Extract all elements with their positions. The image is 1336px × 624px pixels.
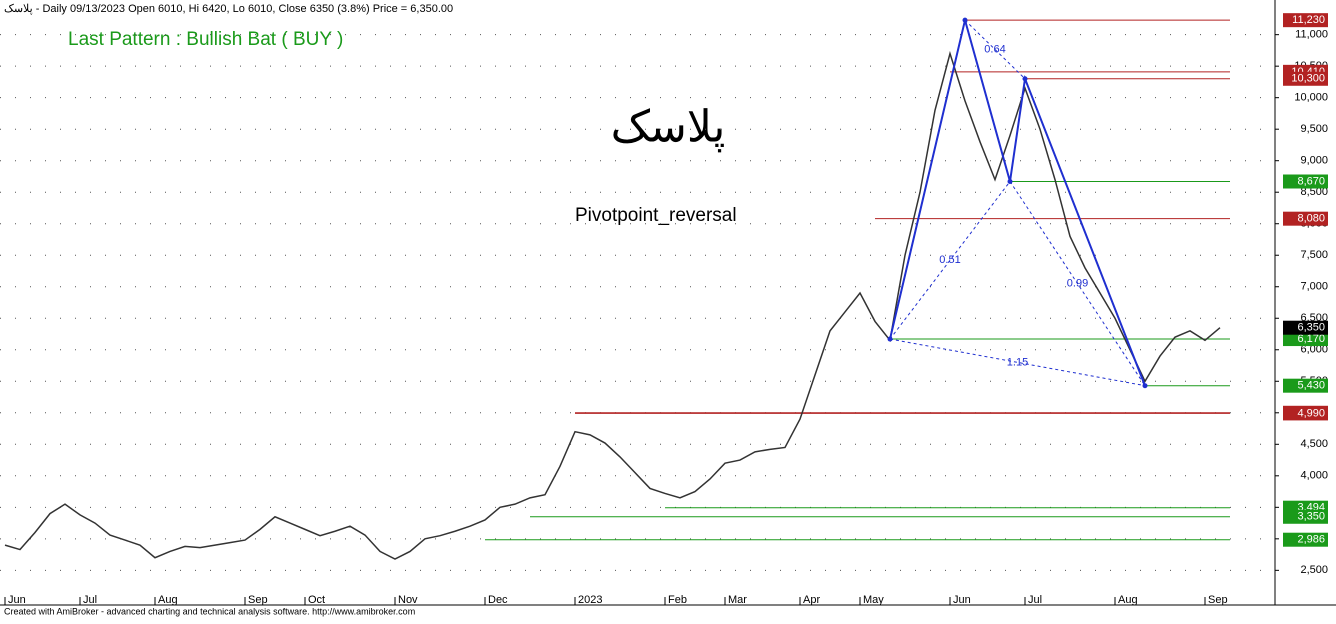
- x-tick-label: Jul: [1028, 594, 1042, 606]
- x-tick-label: Apr: [803, 594, 820, 606]
- x-tick-label: Sep: [1208, 594, 1228, 606]
- x-tick-label: May: [863, 594, 884, 606]
- level-label: 4,990: [1297, 407, 1325, 419]
- y-tick-label: 6,000: [1300, 344, 1328, 356]
- y-tick-label: 2,500: [1300, 564, 1328, 576]
- x-tick-label: Sep: [248, 594, 268, 606]
- x-tick-label: Jul: [83, 594, 97, 606]
- level-label: 2,986: [1297, 534, 1325, 546]
- y-tick-label: 4,500: [1300, 438, 1328, 450]
- x-tick-label: 2023: [578, 594, 602, 606]
- level-box: [1283, 71, 1328, 86]
- level-box: [1283, 211, 1328, 226]
- level-label: 3,494: [1297, 502, 1325, 514]
- pattern-point: [887, 336, 893, 342]
- x-tick-label: Jun: [953, 594, 971, 606]
- level-box: [1283, 532, 1328, 547]
- x-tick-label: Mar: [728, 594, 747, 606]
- pattern-point: [1022, 76, 1028, 82]
- level-box: [1283, 13, 1328, 28]
- level-label: 8,670: [1297, 175, 1325, 187]
- y-tick-label: 11,000: [1295, 29, 1328, 41]
- y-tick-label: 7,000: [1300, 281, 1328, 293]
- level-label: 5,430: [1297, 380, 1325, 392]
- pattern-ratio: 0.51: [939, 254, 960, 266]
- x-tick-label: Aug: [158, 594, 178, 606]
- y-tick-label: 10,000: [1294, 92, 1328, 104]
- y-tick-label: 8,500: [1300, 186, 1328, 198]
- pattern-point: [1007, 179, 1013, 184]
- y-tick-label: 9,000: [1300, 155, 1328, 167]
- x-tick-label: Dec: [488, 594, 508, 606]
- level-label: 3,350: [1297, 511, 1325, 523]
- pattern-ratio: 1.15: [1007, 356, 1028, 368]
- pattern-dashed: [964, 19, 1026, 80]
- level-label: 8,080: [1297, 213, 1325, 225]
- y-tick-label: 7,500: [1300, 249, 1328, 261]
- level-label: 10,300: [1291, 73, 1325, 85]
- x-tick-label: Jun: [8, 594, 26, 606]
- x-tick-label: Oct: [308, 594, 325, 606]
- x-tick-label: Nov: [398, 594, 418, 606]
- pattern-ratio: 0.99: [1067, 278, 1088, 290]
- pattern-point: [962, 17, 968, 23]
- level-label: 11,230: [1292, 14, 1325, 26]
- pattern-dashed: [889, 338, 1146, 387]
- level-box: [1283, 174, 1328, 189]
- y-tick-label: 9,500: [1300, 123, 1328, 135]
- pattern-ratio: 0.64: [984, 43, 1005, 55]
- pattern-dashed: [1009, 181, 1146, 386]
- symbol: پلاسک: [611, 103, 726, 153]
- x-tick-label: Aug: [1118, 594, 1138, 606]
- footer: Created with AmiBroker - advanced charti…: [4, 606, 415, 616]
- chart-title: Last Pattern : Bullish Bat ( BUY ): [68, 29, 343, 50]
- pattern-point: [1142, 383, 1148, 389]
- header: پلاسک - Daily 09/13/2023 Open 6010, Hi 6…: [4, 3, 453, 15]
- y-tick-label: 4,000: [1300, 470, 1328, 482]
- level-box: [1283, 406, 1328, 421]
- level-box: [1283, 378, 1328, 393]
- level-box: [1283, 332, 1328, 347]
- x-tick-label: Feb: [668, 594, 687, 606]
- last-price-box: [1283, 320, 1328, 335]
- level-box: [1283, 509, 1328, 524]
- last-price-label: 6,350: [1297, 322, 1325, 334]
- indicator: Pivotpoint_reversal: [575, 205, 737, 226]
- price-line: [4, 50, 1221, 560]
- level-label: 6,170: [1297, 333, 1325, 345]
